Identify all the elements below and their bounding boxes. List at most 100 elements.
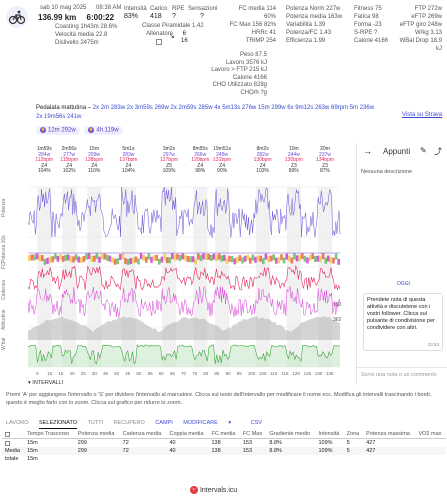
power-zone-bar: [43, 258, 47, 265]
work: Lavoro 3576 kJ: [225, 59, 267, 66]
interval-group[interactable]: 15m 299w: [257, 105, 286, 111]
power-zone-bar: [327, 255, 330, 262]
table-header[interactable]: VO2 max: [415, 430, 446, 439]
power-zone-bar: [215, 254, 218, 261]
power-zone-bar: [137, 258, 140, 265]
table-header[interactable]: Potenza massima: [363, 430, 416, 439]
tab-recovery[interactable]: RECUPERO: [113, 420, 145, 426]
power-zone-bar: [334, 253, 338, 260]
power-zone-bar: [332, 257, 335, 264]
power-zone-bar: [61, 255, 65, 262]
edit-icon[interactable]: ✎: [420, 146, 427, 155]
notes-title: Appunti: [383, 147, 411, 156]
power-zone-bar: [176, 253, 179, 260]
power-zone-bar: [139, 253, 143, 260]
table-header[interactable]: FC Max: [239, 430, 267, 439]
weight: Peso 87.5: [239, 52, 267, 58]
peak-chip-12m[interactable]: ⚡ 12m 292w: [36, 126, 80, 135]
table-header-checkbox[interactable]: [2, 430, 25, 439]
interval-group[interactable]: 5m 236w: [349, 105, 375, 111]
cell-cadence-avg: 72: [122, 440, 129, 446]
table-row-total: totale 15m: [2, 455, 446, 463]
power-zone-bar: [113, 258, 117, 265]
rpe-label[interactable]: RPE: [172, 6, 185, 12]
table-header[interactable]: Zona: [343, 430, 364, 439]
load-value: 418: [150, 13, 162, 20]
power-zone-bar: [72, 256, 75, 263]
chart-canvas[interactable]: [0, 145, 352, 395]
table-header[interactable]: Potenza media: [74, 430, 120, 439]
feel-value[interactable]: ?: [200, 13, 204, 20]
axis-label-altitude: Altitudine: [1, 309, 7, 330]
tab-work[interactable]: LAVORO: [6, 420, 29, 426]
power-zone-bar: [38, 255, 41, 262]
x-tick-label: 20: [69, 371, 75, 376]
interval-group[interactable]: 2x 3m59s 269w: [126, 105, 169, 111]
cell-power-max: 427: [366, 440, 376, 446]
interval-group[interactable]: 2x 2m59s 285w: [170, 105, 213, 111]
chevron-down-icon: ▾: [28, 380, 31, 386]
feel-label[interactable]: Sensazioni: [188, 6, 218, 12]
table-row[interactable]: 15m 299 72 40 138 153 8.8% 109% 5 427: [2, 439, 446, 448]
interval-label[interactable]: 5m1s 283w 137bpm Z4 104%: [115, 146, 141, 175]
row-checkbox[interactable]: [2, 439, 24, 448]
activity-chart[interactable]: 1m59s 284w 112bpm Z4 104% 2m56s 277w 115bpm Z4 10…: [0, 145, 352, 395]
power-zone-bar: [288, 255, 291, 262]
tab-csv[interactable]: CSV: [250, 420, 262, 426]
activity-distance: 136.99 km: [38, 13, 77, 22]
interval-group[interactable]: 2x 2m 283w: [92, 105, 126, 111]
interval-label[interactable]: 8m55s 266w 120bpm Z4 98%: [187, 146, 213, 175]
strava-link[interactable]: Vista su Strava: [402, 112, 443, 118]
interval-label-z: Z3: [322, 162, 328, 169]
interval-label[interactable]: 3m2s 297w 127bpm Z5 109%: [156, 146, 182, 175]
table-header[interactable]: Tempo Trascorso: [24, 430, 75, 439]
interval-group[interactable]: 6x 9m12s 263w 69rpm: [287, 105, 349, 111]
power-zone-bar: [119, 254, 122, 261]
today-label: OGGI: [397, 281, 411, 287]
interval-label-pct: 110%: [87, 168, 101, 175]
power-zone-bar: [329, 257, 333, 264]
power-zone-bar: [282, 257, 286, 264]
power-zone-bar: [298, 254, 301, 261]
power-series: [27, 186, 341, 238]
power-zone-bar: [230, 256, 234, 263]
tab-edit[interactable]: MODIFICARE ▾: [183, 420, 232, 426]
power-zone-bar: [189, 256, 192, 263]
interval-label[interactable]: 1m59s 284w 112bpm Z4 104%: [31, 146, 57, 175]
tab-all[interactable]: TUTTI: [87, 420, 104, 426]
interval-group[interactable]: 4x 5m13s 276w: [214, 105, 257, 111]
activity-duration: 6:00:22: [86, 13, 115, 22]
interval-group[interactable]: 2x 19m56s 241w: [36, 114, 82, 120]
table-header[interactable]: Cadenza media: [119, 430, 167, 439]
interval-label[interactable]: 8m2s 282w 130bpm Z4 103%: [250, 146, 276, 175]
table-header[interactable]: Intensità: [315, 430, 344, 439]
power-zone-bar: [51, 256, 54, 263]
tab-fields[interactable]: CAMPI: [155, 420, 173, 426]
interval-label-d: 20m: [320, 146, 330, 152]
power-zone-bar: [142, 254, 145, 261]
note-input[interactable]: Scrivi una nota o un commento: [357, 367, 447, 381]
power-zone-bar: [173, 254, 177, 261]
table-header[interactable]: Gradiente medio: [266, 430, 316, 439]
peak-chip-4h[interactable]: ⚡ 4h 119w: [84, 126, 123, 135]
power-zone-bar: [171, 253, 174, 260]
table-header[interactable]: Coppia media: [166, 430, 209, 439]
brand-footer[interactable]: ≈ Intervals.icu: [190, 486, 237, 494]
intervals-toggle[interactable]: ▾ INTERVALLI: [28, 380, 64, 386]
power-zone-bar: [275, 257, 278, 264]
elevation-stat: Dislivello 2475m: [55, 40, 99, 46]
power-zone-bar: [74, 254, 78, 261]
tab-selected[interactable]: SELEZIONATO: [39, 420, 78, 429]
table-header[interactable]: FC media: [208, 430, 240, 439]
srpe: S-RPE ?: [354, 30, 378, 36]
share-icon[interactable]: ⤴: [434, 147, 442, 156]
interval-label[interactable]: 20m 237w 134bpm Z3 87%: [312, 146, 338, 175]
rpe-value[interactable]: ?: [172, 13, 176, 20]
coach-checkbox[interactable]: [156, 39, 162, 45]
interval-label[interactable]: 10m 244w 130bpm Z3 89%: [281, 146, 307, 175]
arrow-right-icon[interactable]: →: [363, 146, 372, 156]
interval-label-pct: 103%: [256, 168, 269, 175]
interval-label[interactable]: 15m 299w 138bpm Z4 110%: [81, 146, 107, 175]
interval-label[interactable]: 2m56s 277w 115bpm Z4 102%: [56, 146, 82, 175]
interval-label[interactable]: 19m51s 245w 131bpm Z4 90%: [209, 146, 235, 175]
